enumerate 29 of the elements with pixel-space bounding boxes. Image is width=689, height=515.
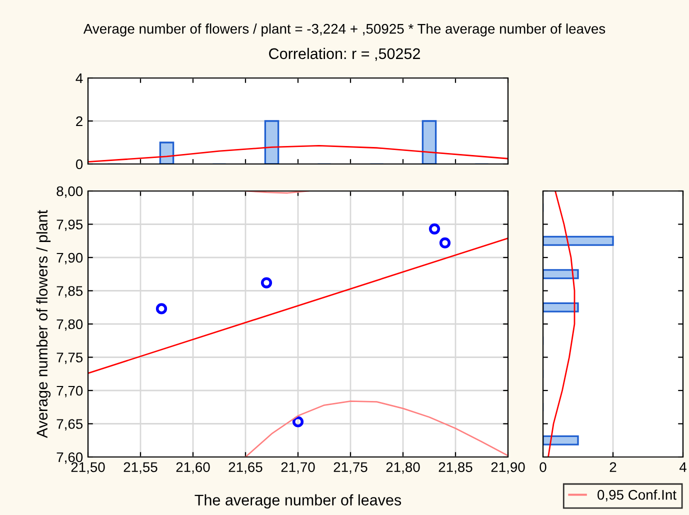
x-tick-label: 21,90 [491,462,525,474]
y-tick-label: 2 [76,116,82,126]
x-axis-title: The average number of leaves [194,494,402,508]
x-tick-label: 0 [540,462,546,472]
chart-title: Average number of flowers / plant = -3,224 + ,50925 * The average number of leaves [83,24,606,36]
x-tick-label: 21,55 [124,462,158,474]
y-tick-label: 7,75 [56,352,83,364]
y-tick-label: 7,95 [56,220,83,232]
x-tick-label: 4 [679,462,686,472]
x-tick-label: 2 [610,462,616,472]
y-tick-label: 7,90 [56,252,83,264]
y-tick-label: 7,65 [56,419,83,431]
y-tick-label: 4 [76,73,83,84]
y-tick-label: 7,85 [56,286,83,298]
y-tick-label: 7,60 [56,452,83,464]
y-tick-label: 8,00 [56,186,83,198]
x-tick-label: 21,70 [281,462,315,474]
x-tick-label: 21,80 [386,462,420,474]
y-tick-label: 0 [76,159,83,170]
x-tick-label: 21,50 [71,462,105,474]
chart-subtitle: Correlation: r = ,50252 [269,48,420,61]
x-tick-label: 21,60 [176,462,210,474]
y-tick-label: 7,70 [56,386,83,398]
legend-label: 0,95 Conf.Int [598,490,676,502]
x-tick-label: 21,85 [438,462,472,474]
x-tick-label: 21,65 [228,462,262,474]
x-tick-label: 21,75 [334,462,368,474]
y-tick-label: 7,80 [56,319,83,331]
y-axis-title: Average number of flowers / plant [36,210,51,438]
